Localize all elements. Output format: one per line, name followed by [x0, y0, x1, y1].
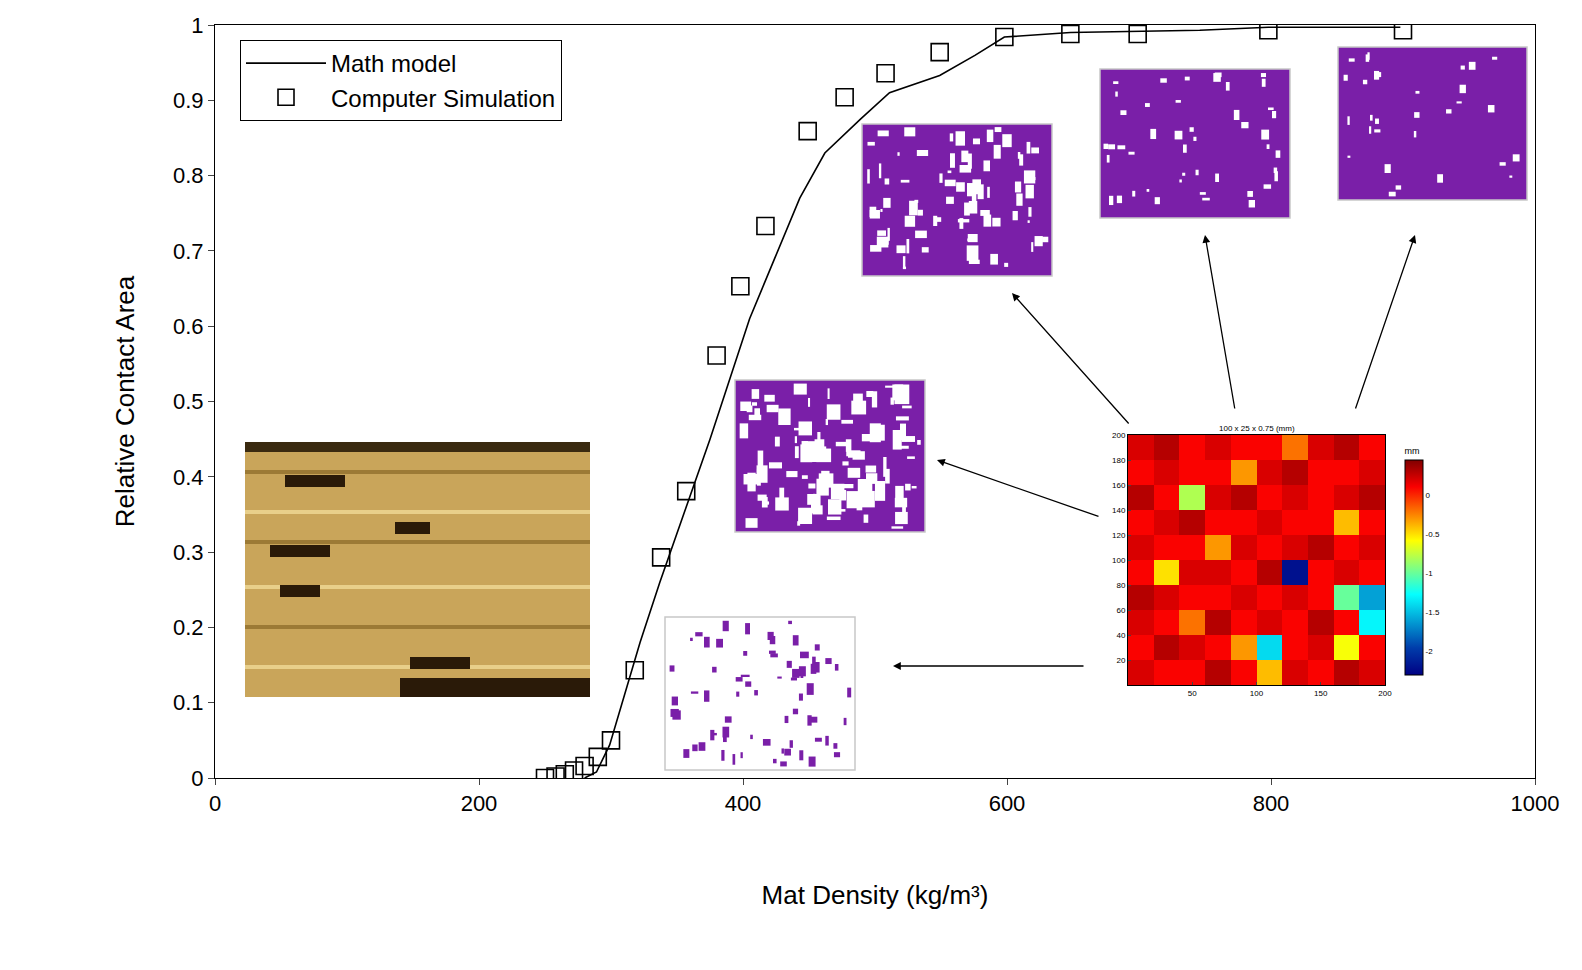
- svg-text:60: 60: [1116, 606, 1125, 615]
- svg-text:Math model: Math model: [331, 50, 456, 77]
- svg-text:0.5: 0.5: [173, 389, 204, 414]
- svg-text:200: 200: [1112, 431, 1126, 440]
- svg-text:1: 1: [191, 13, 203, 38]
- svg-text:0.4: 0.4: [173, 465, 204, 490]
- svg-text:20: 20: [1116, 656, 1125, 665]
- svg-text:100: 100: [1112, 556, 1126, 565]
- svg-text:-1.5: -1.5: [1426, 608, 1440, 617]
- svg-text:180: 180: [1112, 456, 1126, 465]
- svg-text:200: 200: [1378, 689, 1392, 698]
- svg-text:0: 0: [191, 766, 203, 791]
- svg-text:Relative Contact Area: Relative Contact Area: [110, 275, 140, 527]
- svg-text:160: 160: [1112, 481, 1126, 490]
- svg-text:1000: 1000: [1511, 791, 1560, 816]
- svg-text:0: 0: [209, 791, 221, 816]
- svg-text:400: 400: [725, 791, 762, 816]
- svg-text:600: 600: [989, 791, 1026, 816]
- svg-text:0: 0: [1426, 491, 1431, 500]
- svg-text:150: 150: [1314, 689, 1328, 698]
- svg-text:0.8: 0.8: [173, 163, 204, 188]
- svg-text:0.2: 0.2: [173, 615, 204, 640]
- svg-text:mm: mm: [1405, 446, 1420, 456]
- svg-text:800: 800: [1253, 791, 1290, 816]
- svg-text:-1: -1: [1426, 569, 1434, 578]
- svg-text:-2: -2: [1426, 647, 1434, 656]
- svg-text:0.9: 0.9: [173, 88, 204, 113]
- svg-text:120: 120: [1112, 531, 1126, 540]
- svg-text:-0.5: -0.5: [1426, 530, 1440, 539]
- svg-text:0.6: 0.6: [173, 314, 204, 339]
- svg-text:0.3: 0.3: [173, 540, 204, 565]
- svg-text:100 x 25 x 0.75 (mm): 100 x 25 x 0.75 (mm): [1219, 424, 1295, 433]
- svg-text:200: 200: [461, 791, 498, 816]
- svg-text:50: 50: [1188, 689, 1197, 698]
- svg-text:40: 40: [1116, 631, 1125, 640]
- svg-text:0.1: 0.1: [173, 690, 204, 715]
- svg-text:Computer Simulation: Computer Simulation: [331, 85, 555, 112]
- svg-text:Mat Density (kg/m³): Mat Density (kg/m³): [762, 880, 989, 910]
- svg-text:0.7: 0.7: [173, 239, 204, 264]
- svg-text:100: 100: [1250, 689, 1264, 698]
- svg-text:80: 80: [1116, 581, 1125, 590]
- svg-text:140: 140: [1112, 506, 1126, 515]
